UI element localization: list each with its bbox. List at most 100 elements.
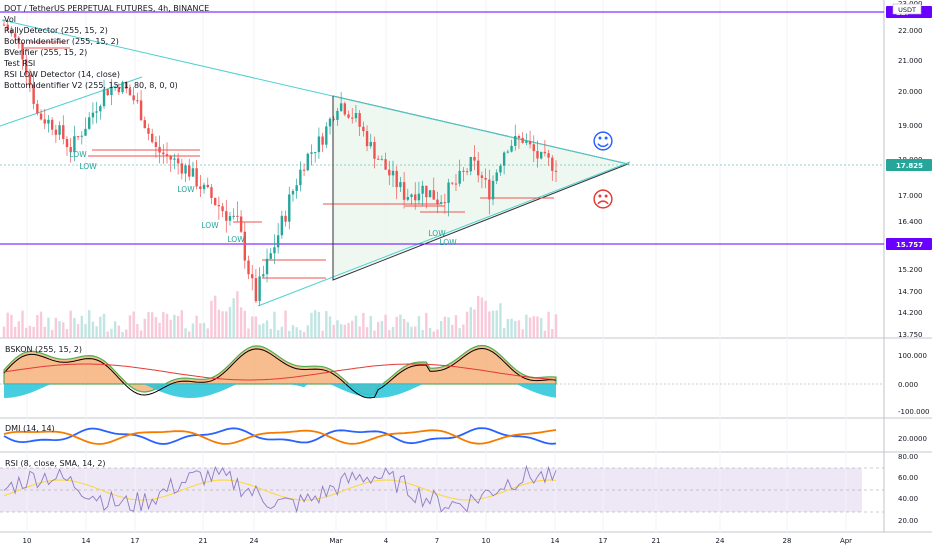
volume-bar: [384, 314, 387, 338]
candle-body: [239, 216, 243, 232]
currency-badge[interactable]: [892, 3, 922, 15]
price-tag-label: 15.757: [896, 241, 923, 249]
candle-body: [458, 170, 461, 184]
candle-body: [532, 144, 535, 152]
happy-face-icon: ☺: [592, 130, 615, 155]
volume-bar: [325, 311, 328, 338]
candle-body: [343, 103, 347, 115]
candle-body: [91, 112, 95, 118]
volume-bar: [365, 327, 369, 338]
candle-body: [462, 170, 465, 172]
candle-body: [402, 182, 406, 200]
candle-body: [180, 163, 184, 174]
candle-body: [299, 169, 302, 186]
candle-body: [25, 59, 28, 75]
volume-bar: [436, 329, 439, 338]
low-label: LOW: [177, 185, 195, 194]
indicator-vol[interactable]: Vol: [4, 15, 16, 24]
volume-bar: [254, 316, 258, 338]
volume-bar: [406, 322, 410, 338]
volume-bar: [54, 317, 58, 338]
indicator-bottom-identifier-v2[interactable]: BottomIdentifier V2 (255, 15, 1, 80, 8, …: [4, 81, 178, 90]
candle-body: [410, 194, 413, 198]
candle-body: [158, 146, 161, 153]
candle-body: [328, 118, 332, 127]
candle-body: [499, 165, 502, 173]
volume-bar: [369, 315, 372, 338]
volume-bar: [173, 314, 176, 338]
low-label: LOW: [439, 238, 457, 247]
volume-bar: [447, 317, 450, 338]
candle-body: [491, 180, 495, 200]
volume-bar: [99, 316, 102, 338]
candle-body: [213, 197, 217, 206]
volume-bar: [343, 324, 347, 338]
candle-body: [221, 206, 224, 212]
candle-body: [425, 185, 428, 198]
volume-bar: [473, 309, 476, 338]
volume-bar: [491, 310, 495, 338]
candle-body: [143, 120, 146, 129]
time-tick-label: 21: [199, 537, 208, 545]
volume-bar: [91, 321, 95, 338]
volume-bar: [495, 310, 498, 338]
volume-bar: [65, 329, 69, 338]
candle-body: [310, 152, 313, 154]
volume-bar: [199, 323, 202, 338]
price-tick-label: 14.200: [898, 309, 923, 317]
volume-bar: [543, 330, 547, 338]
candle-body: [150, 133, 154, 143]
candle-body: [199, 186, 202, 190]
candle-body: [414, 194, 417, 201]
candle-body: [313, 152, 317, 154]
volume-bar: [373, 330, 376, 338]
candle-body: [506, 151, 510, 153]
volume-bar: [206, 328, 209, 338]
price-tick-label: 15.200: [898, 266, 923, 274]
volume-bar: [258, 324, 261, 338]
volume-bar: [21, 310, 24, 338]
price-tick-label: 17.000: [898, 192, 923, 200]
volume-bar: [458, 328, 461, 338]
volume-bar: [195, 315, 198, 338]
volume-bar: [58, 321, 61, 338]
candle-body: [399, 182, 402, 188]
low-label: LOW: [69, 150, 87, 159]
candle-body: [276, 235, 280, 248]
low-label: LOW: [201, 221, 219, 230]
volume-bar: [347, 322, 350, 338]
bskon-signal-line: [3, 347, 557, 399]
candle-body: [102, 89, 106, 107]
indicator-test-rsi[interactable]: Test RSI: [4, 59, 36, 68]
indicator-bverifier[interactable]: BVerifier (255, 15, 2): [4, 48, 88, 57]
candle-body: [521, 137, 524, 143]
price-tag: [886, 159, 932, 171]
volume-bar: [376, 322, 380, 338]
indicator-rally-detector[interactable]: RallyDetector (255, 15, 2): [4, 26, 108, 35]
candle-body: [191, 168, 195, 177]
candle-body: [232, 215, 235, 217]
candle-body: [384, 159, 387, 170]
candle-body: [339, 103, 343, 111]
candle-body: [99, 106, 102, 112]
volume-bar: [299, 329, 302, 338]
volume-bar: [551, 329, 554, 338]
low-label: LOW: [79, 162, 97, 171]
indicator-rsi-low-detector[interactable]: RSI LOW Detector (14, close): [4, 70, 120, 79]
price-tick-label: 20.000: [898, 88, 923, 96]
candle-body: [10, 30, 13, 34]
rsi-axis-label: 80.00: [898, 453, 918, 461]
bskon-axis-label: 100.000: [898, 352, 927, 360]
candle-body: [321, 136, 324, 145]
candle-body: [347, 114, 350, 118]
symbol-title[interactable]: DOT / TetherUS PERPETUAL FUTURES, 4h, BI…: [4, 4, 210, 13]
candle-body: [451, 182, 454, 184]
volume-bar: [358, 326, 361, 338]
candle-body: [2, 24, 6, 26]
candle-body: [454, 183, 458, 185]
indicator-bottom-identifier[interactable]: BottomIdentifier (255, 15, 2): [4, 37, 119, 46]
volume-bar: [462, 324, 465, 338]
volume-bar: [502, 328, 506, 338]
time-tick-label: 7: [435, 537, 439, 545]
